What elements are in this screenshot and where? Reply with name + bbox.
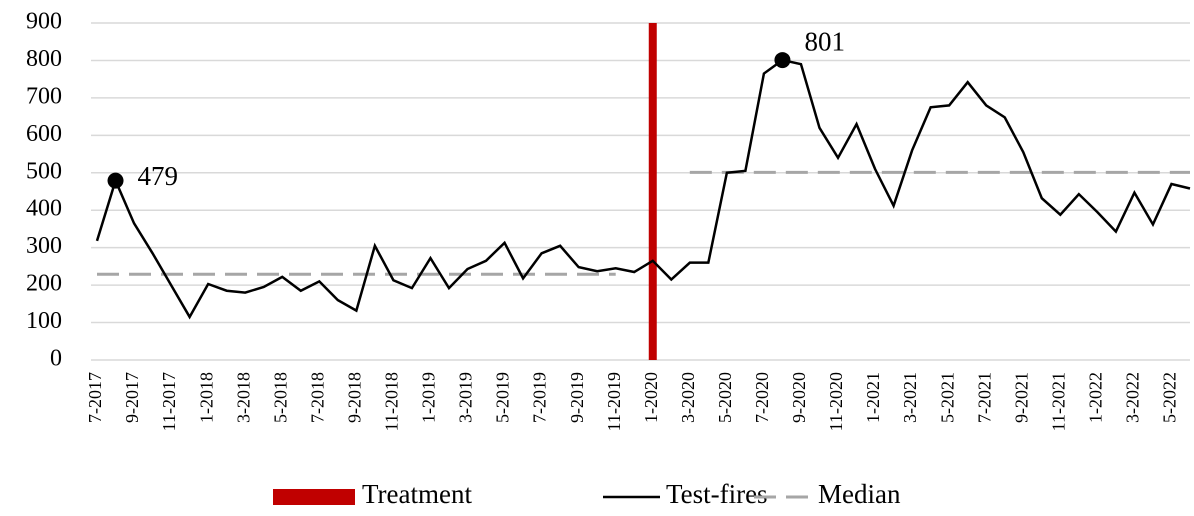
series-line [97, 170, 1190, 276]
x-tick-label: 5-2019 [493, 372, 513, 423]
y-tick-label: 700 [26, 83, 62, 109]
y-tick-label: 600 [26, 121, 62, 147]
y-tick-label: 100 [26, 308, 62, 334]
y-tick-label: 0 [50, 346, 62, 372]
x-tick-label: 3-2019 [456, 372, 476, 423]
y-tick-label: 200 [26, 271, 62, 297]
x-tick-label: 7-2018 [307, 372, 327, 423]
series-line [95, 58, 1191, 320]
y-tick-label: 900 [26, 9, 62, 35]
legend-swatch [273, 489, 355, 505]
y-tick-label: 300 [26, 233, 62, 259]
x-tick-label: 3-2018 [233, 372, 253, 423]
x-tick-label: 9-2017 [122, 372, 142, 423]
x-tick-label: 9-2019 [567, 372, 587, 423]
data-label: 479 [138, 161, 179, 191]
legend-label: Treatment [362, 479, 472, 509]
x-tick-label: 11-2017 [159, 372, 179, 431]
x-tick-label: 3-2021 [900, 372, 920, 423]
x-tick-label: 5-2022 [1160, 372, 1180, 423]
point-marker [107, 172, 124, 189]
x-tick-label: 3-2020 [678, 372, 698, 423]
x-tick-label: 7-2021 [974, 372, 994, 423]
x-tick-label: 9-2018 [344, 372, 364, 423]
x-tick-label: 1-2022 [1085, 372, 1105, 423]
data-label: 801 [804, 26, 845, 56]
x-tick-label: 7-2017 [85, 372, 105, 423]
x-tick-label: 3-2022 [1123, 372, 1143, 423]
x-tick-label: 9-2021 [1011, 372, 1031, 423]
point-marker [774, 52, 791, 69]
x-tick-label: 11-2021 [1048, 372, 1068, 431]
x-tick-label: 1-2019 [419, 372, 439, 423]
x-tick-label: 11-2019 [604, 372, 624, 431]
x-tick-label: 5-2020 [715, 372, 735, 423]
x-tick-label: 1-2020 [641, 372, 661, 423]
x-tick-label: 5-2018 [270, 372, 290, 423]
x-tick-label: 7-2019 [530, 372, 550, 423]
x-tick-label: 9-2020 [789, 372, 809, 423]
x-tick-label: 7-2020 [752, 372, 772, 423]
x-tick-label: 1-2018 [196, 372, 216, 423]
x-tick-label: 11-2020 [826, 372, 846, 431]
y-tick-label: 400 [26, 196, 62, 222]
y-tick-label: 500 [26, 158, 62, 184]
x-tick-label: 11-2018 [382, 372, 402, 431]
x-tick-label: 5-2021 [937, 372, 957, 423]
x-tick-label: 1-2021 [863, 372, 883, 423]
legend-label: Median [818, 479, 901, 509]
y-tick-label: 800 [26, 46, 62, 72]
legend-label: Test-fires [666, 479, 768, 509]
